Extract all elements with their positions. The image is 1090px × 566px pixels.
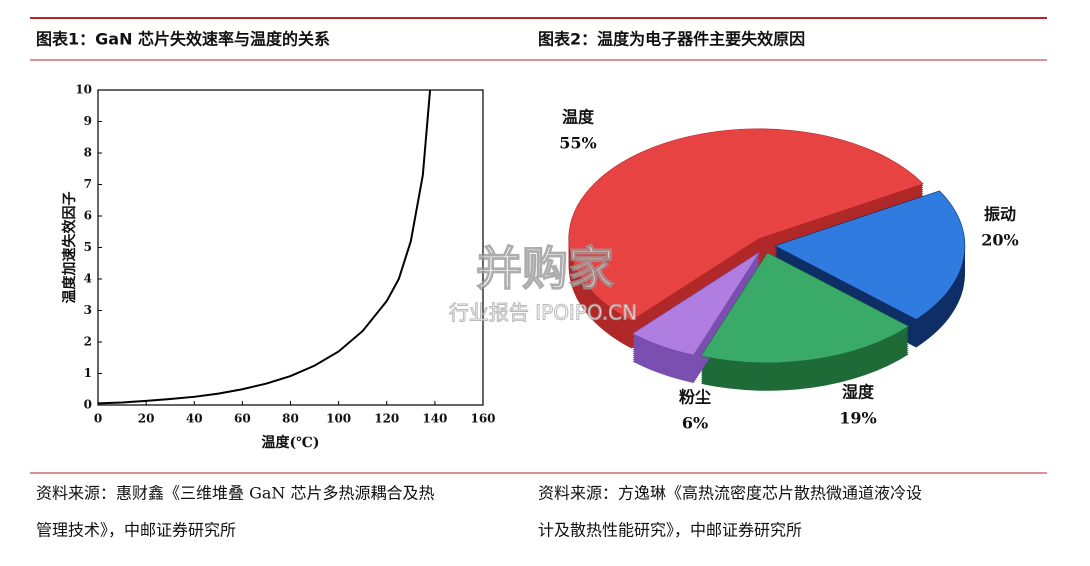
y-tick-label: 8 [84,146,92,160]
x-tick-label: 160 [470,412,495,426]
watermark-logo: 并购家 [476,242,614,296]
source: 计及散热性能研究》，中邮证券研究所 [538,521,802,540]
y-tick-label: 0 [84,398,92,412]
slice [632,251,761,356]
x-tick-label: 20 [138,412,155,426]
y-tick-label: 10 [75,83,92,97]
slice-value: 6% [682,414,708,433]
y-tick-label: 2 [84,335,92,349]
x-axis-label: 温度(℃) [261,434,319,451]
source: 资料来源：方逸琳《高热流密度芯片散热微通道液冷设 [538,484,922,503]
y-tick-label: 9 [84,114,92,128]
slice-value: 19% [839,409,876,428]
source: 管理技术》，中邮证券研究所 [36,521,236,540]
x-tick-label: 60 [234,412,251,426]
slice-label: 粉尘 [679,388,711,407]
y-tick-label: 3 [84,303,92,317]
x-tick-label: 80 [282,412,299,426]
slice [774,190,966,320]
figure-title: 图表2：温度为电子器件主要失效原因 [538,30,805,49]
slice [568,128,924,321]
x-tick-label: 120 [374,412,399,426]
slice-label: 湿度 [841,383,875,402]
figure-title: 图表1：GaN 芯片失效速率与温度的关系 [36,30,330,49]
y-tick-label: 1 [84,366,92,380]
y-tick-label: 6 [84,209,92,223]
slice-value: 20% [981,231,1018,250]
y-tick-label: 7 [84,177,92,191]
x-tick-label: 140 [422,412,447,426]
y-tick-label: 4 [84,272,92,286]
slice-label: 温度 [561,108,595,127]
slice-label: 振动 [984,205,1016,224]
line [97,89,432,405]
y-tick-label: 5 [84,240,92,254]
x-tick-label: 100 [326,412,351,426]
slice-value: 55% [559,134,596,153]
x-tick-label: 0 [94,412,102,426]
watermark-text: 行业报告 IPOIPO.CN [449,301,637,325]
slice [700,252,910,364]
source: 资料来源：惠财鑫《三维堆叠 GaN 芯片多热源耦合及热 [36,484,435,503]
y-axis-label: 温度加速失效因子 [61,192,78,304]
x-tick-label: 40 [186,412,203,426]
